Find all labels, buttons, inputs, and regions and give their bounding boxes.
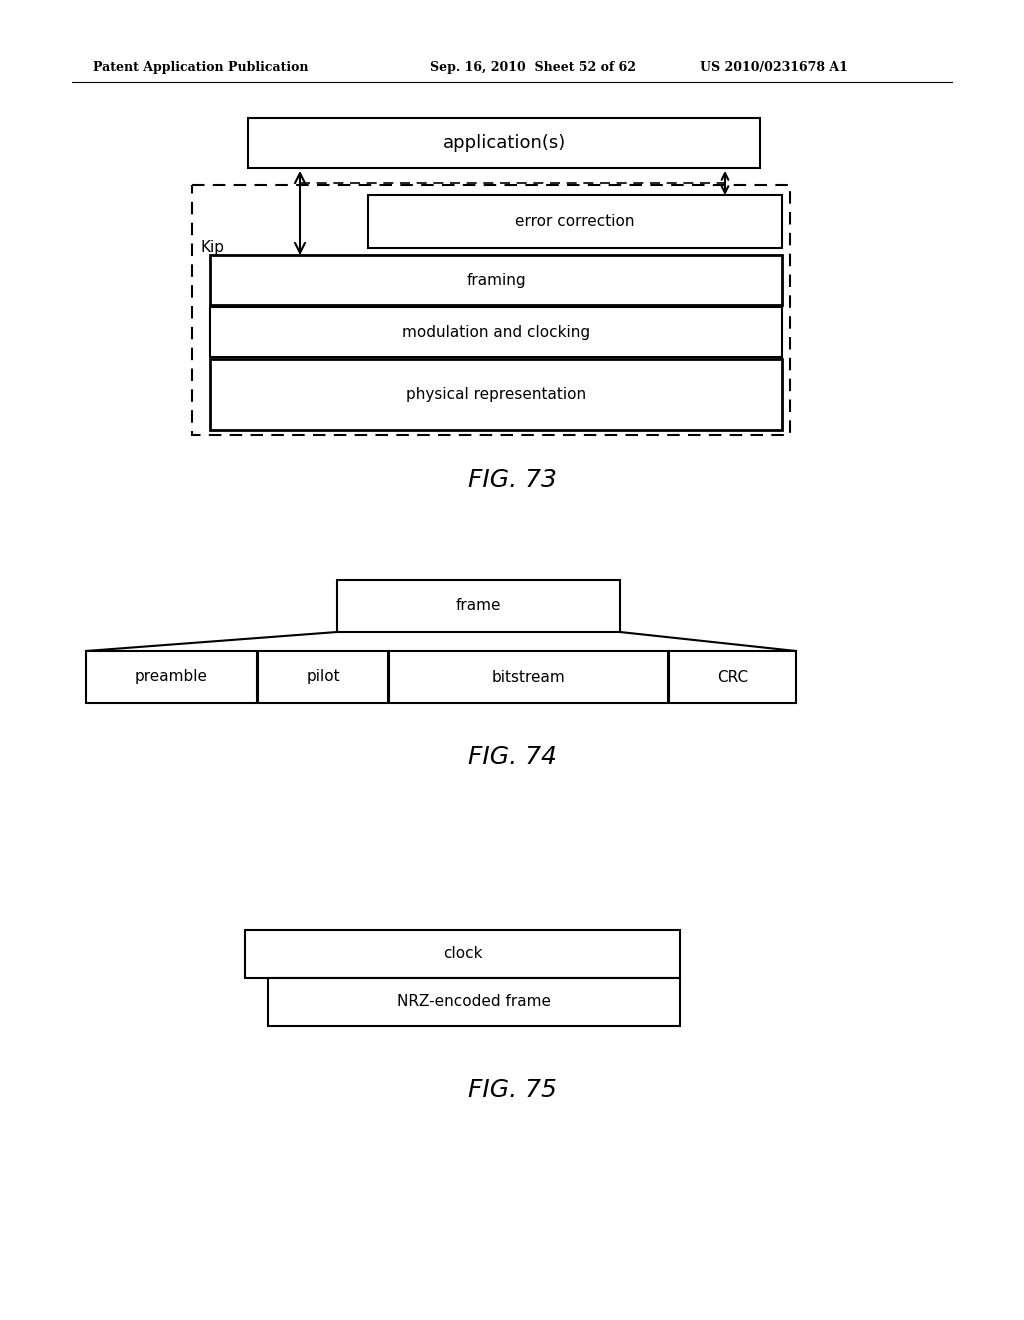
Text: clock: clock (442, 946, 482, 961)
Text: CRC: CRC (717, 669, 749, 685)
Bar (245, 931, 680, 978)
Text: FIG. 74: FIG. 74 (468, 744, 556, 770)
Bar (368, 195, 782, 248)
Text: frame: frame (456, 598, 502, 614)
Text: Patent Application Publication: Patent Application Publication (93, 62, 308, 74)
Text: pilot: pilot (306, 669, 340, 685)
Bar (258, 651, 388, 704)
Text: physical representation: physical representation (406, 387, 586, 403)
Text: modulation and clocking: modulation and clocking (402, 325, 590, 339)
Bar (337, 579, 620, 632)
Text: FIG. 73: FIG. 73 (468, 469, 556, 492)
Bar (86, 651, 257, 704)
Text: bitstream: bitstream (492, 669, 565, 685)
Text: NRZ-encoded frame: NRZ-encoded frame (397, 994, 551, 1010)
Text: framing: framing (466, 272, 525, 288)
Text: application(s): application(s) (442, 135, 565, 152)
Bar (389, 651, 668, 704)
Text: preamble: preamble (135, 669, 208, 685)
Bar (193, 185, 790, 436)
Bar (210, 255, 782, 305)
Text: Kip: Kip (200, 240, 224, 255)
Text: US 2010/0231678 A1: US 2010/0231678 A1 (700, 62, 848, 74)
Bar (268, 978, 680, 1026)
Bar (669, 651, 796, 704)
Text: Sep. 16, 2010  Sheet 52 of 62: Sep. 16, 2010 Sheet 52 of 62 (430, 62, 636, 74)
Text: FIG. 75: FIG. 75 (468, 1078, 556, 1102)
Bar (210, 359, 782, 430)
Bar (248, 117, 760, 168)
Text: error correction: error correction (515, 214, 635, 228)
Bar (210, 308, 782, 356)
